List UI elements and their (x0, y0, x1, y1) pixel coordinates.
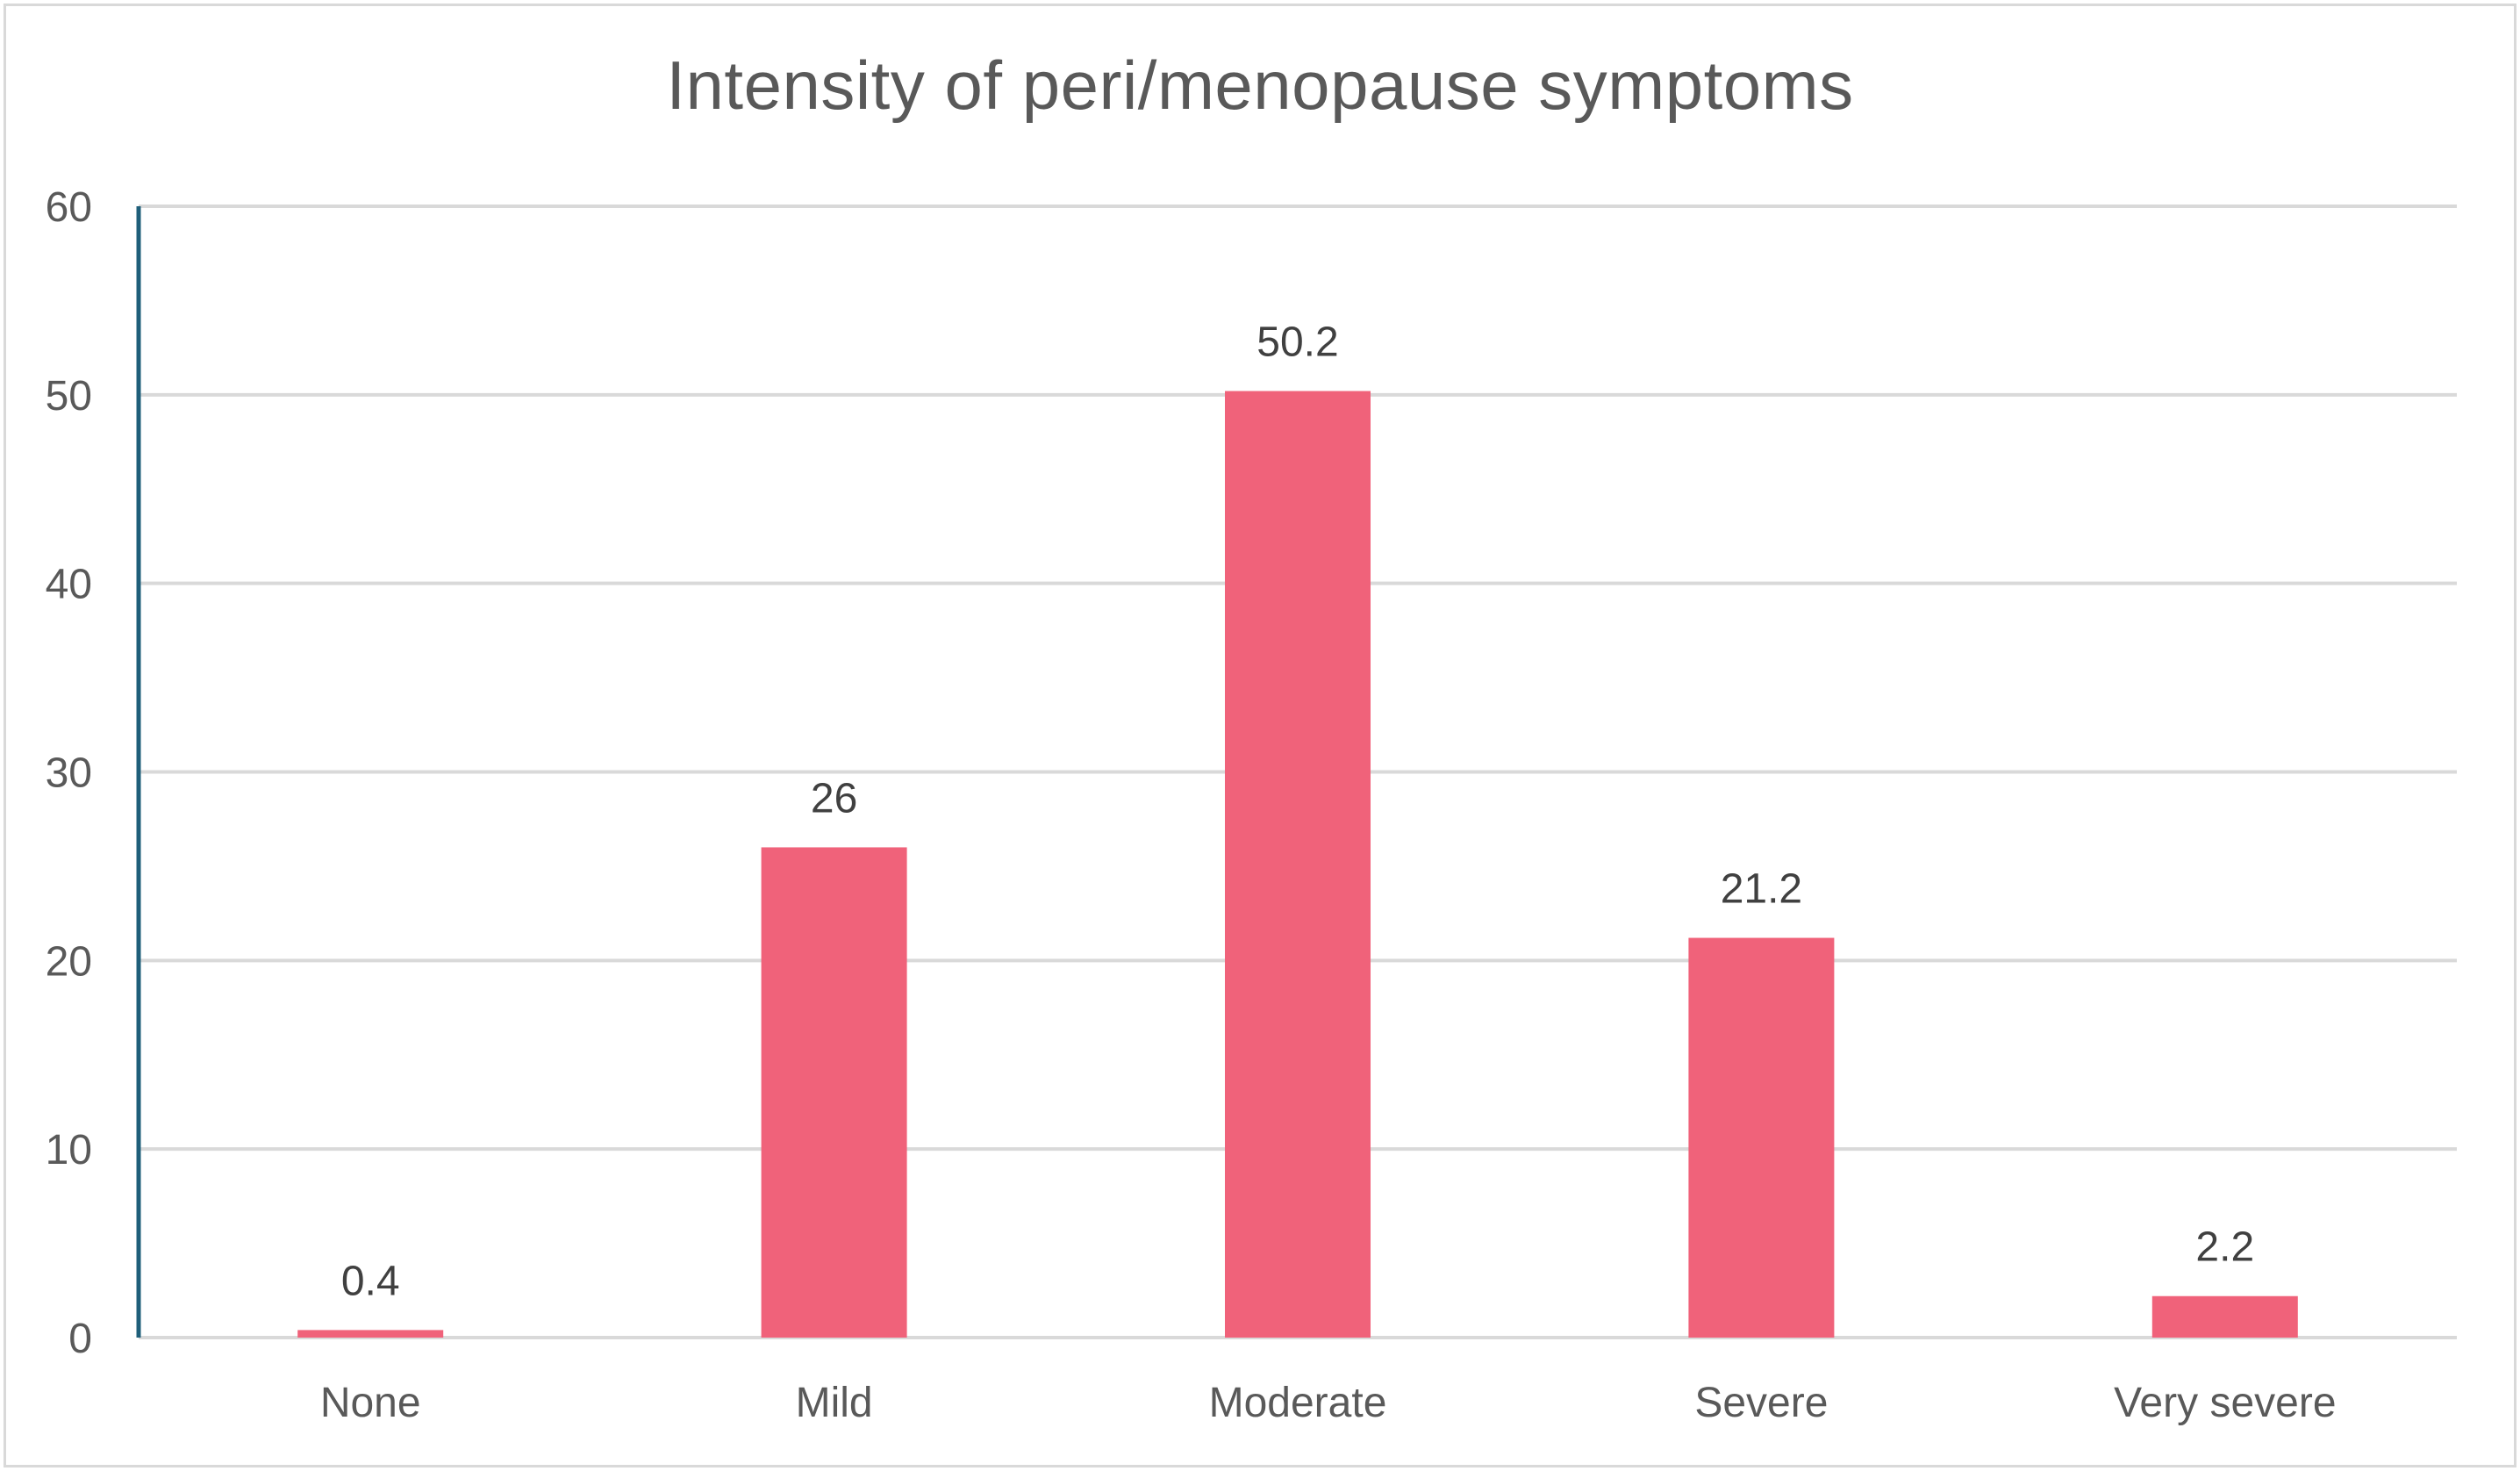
bar (297, 1330, 444, 1338)
x-tick-label: Very severe (2114, 1380, 2336, 1426)
bar (1688, 937, 1835, 1338)
y-tick-label: 0 (68, 1316, 92, 1362)
x-tick-label: Mild (796, 1380, 873, 1426)
bars (297, 391, 2298, 1338)
x-tick-label: Severe (1694, 1380, 1828, 1426)
bar (761, 847, 907, 1338)
x-axis-tick-labels: None Mild Moderate Severe Very severe (320, 1380, 2337, 1426)
y-tick-label: 10 (46, 1127, 92, 1173)
data-label: 0.4 (341, 1258, 400, 1304)
data-label: 50.2 (1256, 319, 1338, 366)
y-tick-label: 30 (46, 750, 92, 797)
bar (1225, 391, 1371, 1338)
data-label: 26 (811, 775, 857, 822)
y-tick-label: 50 (46, 373, 92, 420)
x-tick-label: None (320, 1380, 421, 1426)
data-label: 2.2 (2195, 1224, 2254, 1271)
y-tick-label: 60 (46, 184, 92, 231)
y-tick-label: 20 (46, 938, 92, 985)
data-labels: 0.4 26 50.2 21.2 2.2 (341, 319, 2254, 1305)
chart-title: Intensity of peri/menopause symptoms (666, 47, 1854, 124)
data-label: 21.2 (1721, 866, 1802, 913)
bar (2151, 1295, 2298, 1338)
y-tick-label: 40 (46, 562, 92, 608)
y-axis-tick-labels: 0 10 20 30 40 50 60 (46, 184, 92, 1362)
x-tick-label: Moderate (1209, 1380, 1387, 1426)
